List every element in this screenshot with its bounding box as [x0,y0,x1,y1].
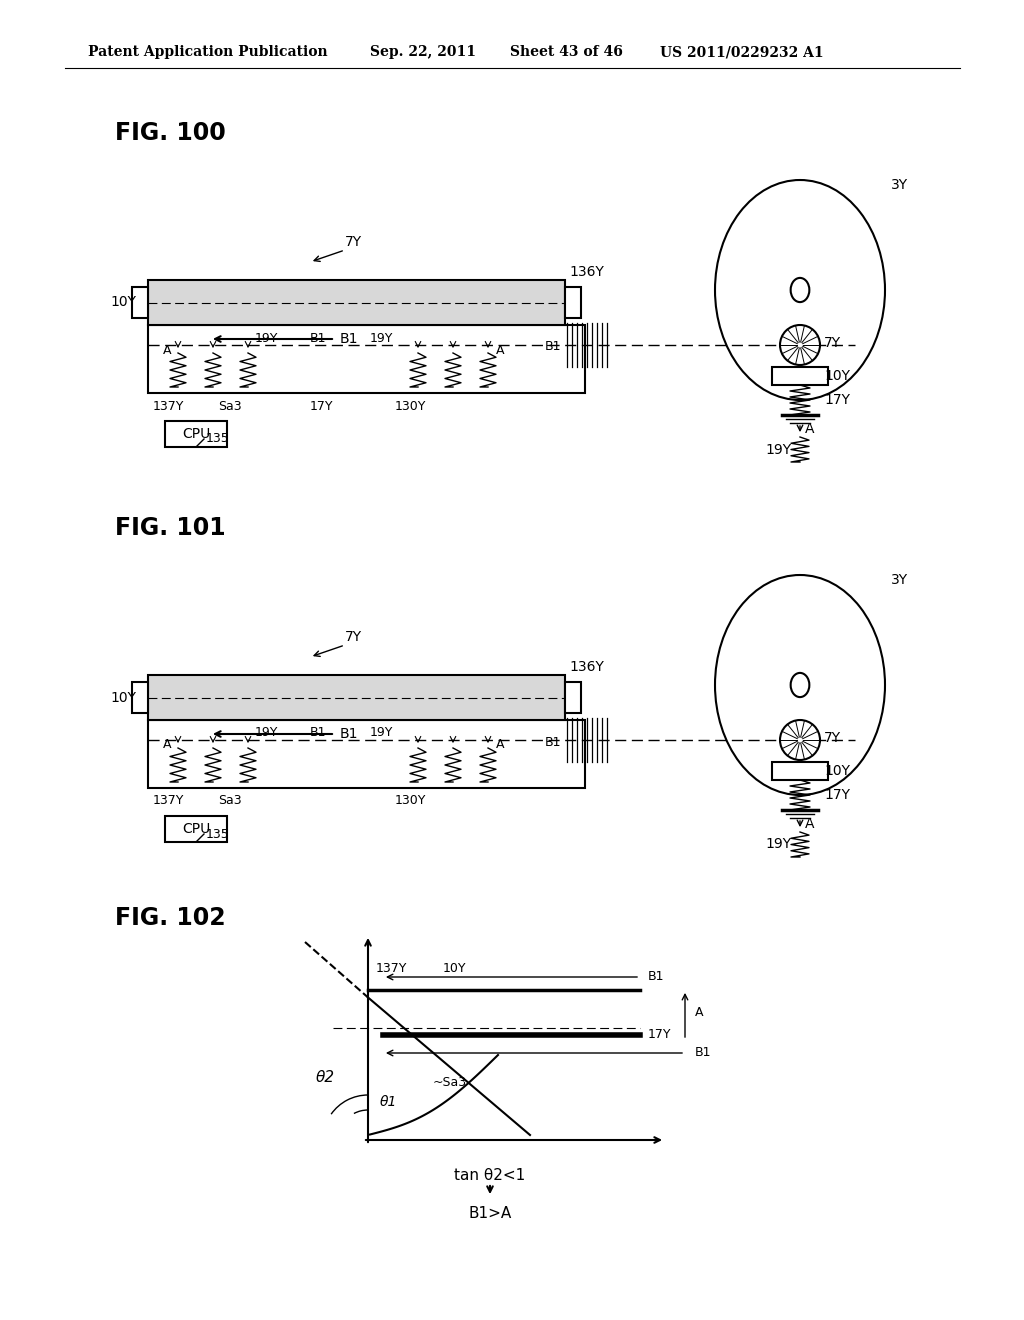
Text: 19Y: 19Y [370,726,393,739]
Text: A: A [695,1006,703,1019]
FancyBboxPatch shape [165,816,227,842]
Text: 130Y: 130Y [395,795,426,808]
Text: B1: B1 [310,331,327,345]
Text: 135: 135 [206,828,229,841]
Circle shape [780,719,820,760]
Text: ~Sa3: ~Sa3 [433,1076,467,1089]
Text: 19Y: 19Y [765,442,792,457]
Text: FIG. 100: FIG. 100 [115,121,225,145]
Text: 10Y: 10Y [110,690,136,705]
Text: 19Y: 19Y [255,726,279,739]
FancyBboxPatch shape [148,325,585,393]
Text: 137Y: 137Y [153,400,184,412]
Text: 137Y: 137Y [153,795,184,808]
Text: Patent Application Publication: Patent Application Publication [88,45,328,59]
Text: Sa3: Sa3 [218,400,242,412]
FancyBboxPatch shape [148,675,565,719]
Text: tan θ2<1: tan θ2<1 [455,1167,525,1183]
FancyBboxPatch shape [772,367,828,385]
Text: Sep. 22, 2011: Sep. 22, 2011 [370,45,476,59]
Ellipse shape [715,576,885,795]
Text: 7Y: 7Y [824,731,841,744]
FancyBboxPatch shape [148,719,585,788]
Text: 137Y: 137Y [376,961,408,974]
Text: B1: B1 [340,333,358,346]
Text: 7Y: 7Y [824,337,841,350]
Text: 17Y: 17Y [648,1028,672,1041]
FancyBboxPatch shape [565,682,581,713]
Text: 10Y: 10Y [824,370,850,383]
Text: 3Y: 3Y [891,178,908,191]
Ellipse shape [791,673,809,697]
Text: A: A [496,343,505,356]
Text: 19Y: 19Y [765,837,792,851]
Text: B1: B1 [310,726,327,739]
Text: θ1: θ1 [380,1096,397,1109]
Text: 17Y: 17Y [310,400,334,412]
Text: B1: B1 [545,735,561,748]
Text: 136Y: 136Y [569,660,604,675]
Text: FIG. 101: FIG. 101 [115,516,225,540]
Text: A: A [163,738,171,751]
Text: A: A [163,343,171,356]
FancyBboxPatch shape [165,421,227,447]
Text: B1: B1 [340,727,358,741]
Text: 3Y: 3Y [891,573,908,587]
Text: 7Y: 7Y [345,235,362,249]
Text: 135: 135 [206,433,229,446]
Text: 19Y: 19Y [370,331,393,345]
Text: A: A [805,817,814,832]
Text: A: A [805,422,814,436]
Text: FIG. 102: FIG. 102 [115,906,225,931]
Text: 17Y: 17Y [824,788,850,803]
Ellipse shape [791,279,809,302]
Text: Sheet 43 of 46: Sheet 43 of 46 [510,45,623,59]
Circle shape [780,325,820,366]
Text: CPU: CPU [182,822,210,836]
Text: 10Y: 10Y [824,764,850,777]
Text: 130Y: 130Y [395,400,426,412]
Text: Sa3: Sa3 [218,795,242,808]
Text: 7Y: 7Y [345,630,362,644]
FancyBboxPatch shape [565,286,581,318]
FancyBboxPatch shape [132,682,148,713]
Text: B1: B1 [545,341,561,354]
Ellipse shape [715,180,885,400]
Text: US 2011/0229232 A1: US 2011/0229232 A1 [660,45,823,59]
Text: 136Y: 136Y [569,265,604,279]
Text: B1: B1 [648,970,665,983]
Text: 10Y: 10Y [443,961,467,974]
Text: A: A [496,738,505,751]
FancyBboxPatch shape [148,280,565,325]
Text: B1>A: B1>A [468,1205,512,1221]
Text: 10Y: 10Y [110,296,136,309]
Text: B1: B1 [695,1047,712,1060]
Text: θ2: θ2 [316,1071,335,1085]
Text: CPU: CPU [182,426,210,441]
FancyBboxPatch shape [772,762,828,780]
Text: 17Y: 17Y [824,393,850,407]
Text: 19Y: 19Y [255,331,279,345]
FancyBboxPatch shape [132,286,148,318]
